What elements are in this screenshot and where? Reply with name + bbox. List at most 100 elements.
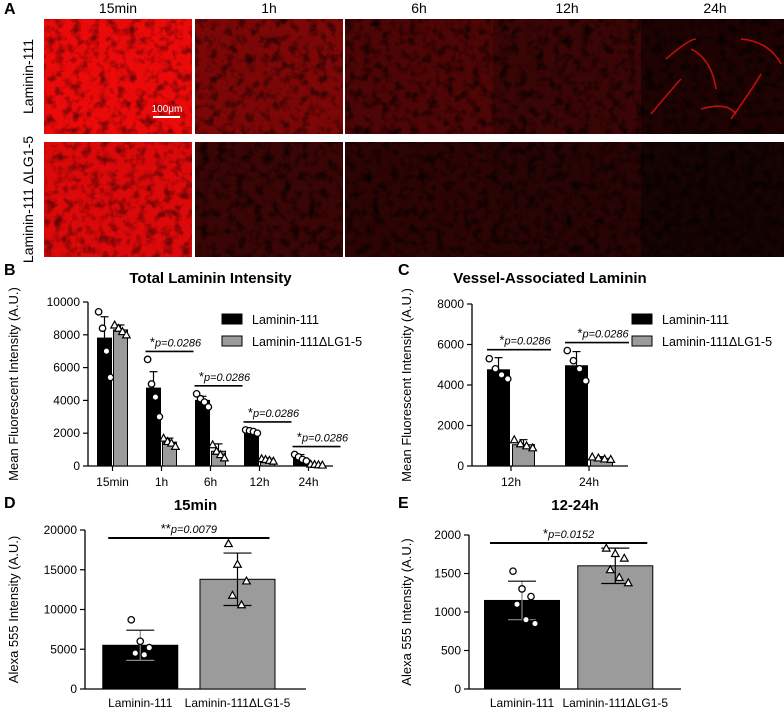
micrograph-texture bbox=[44, 142, 192, 257]
vessel-streak bbox=[665, 38, 697, 60]
micrograph-texture bbox=[195, 142, 343, 257]
data-point bbox=[253, 429, 262, 438]
data-point bbox=[147, 380, 156, 388]
panel-letter: E bbox=[398, 495, 409, 512]
x-tick-label: Laminin-111ΔLG1-5 bbox=[562, 696, 668, 710]
data-point bbox=[515, 438, 526, 448]
data-point bbox=[94, 307, 103, 316]
x-tick-label: Laminin-111 bbox=[108, 696, 173, 710]
x-tick-label: Laminin-111 bbox=[490, 696, 555, 710]
significance-label: **p=0.0079 bbox=[161, 521, 217, 536]
y-axis-title: Mean Fluorescent Intensity (A.U.) bbox=[6, 287, 21, 481]
data-point bbox=[527, 592, 535, 601]
data-point bbox=[614, 572, 625, 581]
data-point bbox=[575, 364, 584, 373]
data-point bbox=[581, 377, 590, 385]
legend-label: Laminin-111 bbox=[252, 313, 319, 327]
significance-label: *p=0.0286 bbox=[577, 326, 629, 341]
data-point bbox=[140, 650, 149, 659]
x-tick-label: 1h bbox=[155, 475, 168, 489]
data-point bbox=[223, 538, 234, 548]
vessel-streak bbox=[690, 48, 717, 90]
significance-label: *p=0.0286 bbox=[199, 369, 251, 384]
column-header: 12h bbox=[555, 0, 578, 16]
micrograph-texture bbox=[493, 142, 641, 257]
vessel-streak bbox=[700, 105, 737, 115]
data-point bbox=[113, 323, 124, 332]
micrograph-texture bbox=[641, 142, 784, 257]
data-point bbox=[204, 403, 213, 411]
chart-title: 12-24h bbox=[551, 497, 599, 514]
x-tick-label: 24h bbox=[298, 475, 318, 489]
column-header: 24h bbox=[703, 0, 726, 16]
y-tick-label: 2000 bbox=[437, 419, 464, 433]
panel-letter: C bbox=[398, 262, 410, 279]
x-tick-label: 6h bbox=[204, 475, 217, 489]
data-point bbox=[131, 649, 140, 658]
significance-label: *p=0.0286 bbox=[150, 334, 202, 349]
chart-b: B Total Laminin Intensity 0 2000 4000 6000 800… bbox=[4, 262, 362, 489]
y-axis-title: Alexa 555 Intensity (A.U.) bbox=[6, 536, 21, 683]
column-header: 1h bbox=[261, 0, 277, 16]
data-point bbox=[522, 615, 530, 624]
data-point bbox=[143, 355, 152, 364]
x-tick-label: 12h bbox=[501, 475, 521, 489]
data-point bbox=[136, 637, 145, 646]
data-point bbox=[518, 585, 526, 593]
data-point bbox=[623, 577, 634, 587]
column-header: 6h bbox=[411, 0, 427, 16]
data-point bbox=[619, 553, 630, 562]
legend-swatch bbox=[631, 313, 653, 325]
y-tick-label: 8000 bbox=[437, 297, 464, 311]
bar bbox=[577, 565, 654, 690]
data-point bbox=[593, 452, 604, 462]
data-point bbox=[109, 319, 120, 329]
row-header: Laminin-111 bbox=[20, 39, 36, 114]
data-point bbox=[509, 567, 517, 576]
data-point bbox=[117, 326, 128, 336]
data-point bbox=[497, 371, 506, 379]
data-point bbox=[521, 440, 532, 450]
chart-c: C Vessel-Associated Laminin 0 2000 4000 6000 8… bbox=[398, 262, 772, 489]
data-point bbox=[121, 329, 132, 339]
bar bbox=[487, 369, 510, 467]
data-point bbox=[158, 433, 169, 442]
data-point bbox=[215, 449, 226, 459]
legend-swatch bbox=[631, 335, 653, 347]
vessel-streak bbox=[730, 73, 762, 120]
data-point bbox=[605, 454, 616, 463]
data-point bbox=[211, 446, 222, 455]
y-tick-label: 0 bbox=[454, 682, 461, 696]
data-point bbox=[236, 599, 247, 609]
y-tick-label: 0 bbox=[70, 682, 77, 696]
bar bbox=[113, 329, 128, 467]
data-point bbox=[317, 459, 328, 469]
x-tick-label: Laminin-111ΔLG1-5 bbox=[185, 696, 291, 710]
data-point bbox=[587, 451, 598, 461]
data-point bbox=[503, 375, 512, 383]
y-tick-label: 0 bbox=[457, 459, 464, 473]
data-point bbox=[170, 441, 181, 450]
data-point bbox=[599, 453, 610, 463]
y-tick-label: 15000 bbox=[44, 563, 78, 577]
legend-swatch bbox=[221, 313, 243, 325]
vessel-streak bbox=[650, 78, 682, 115]
data-point bbox=[241, 575, 252, 585]
micrograph-texture bbox=[493, 19, 641, 134]
legend-label: Laminin-111ΔLG1-5 bbox=[252, 335, 362, 349]
x-tick-label: 12h bbox=[249, 475, 269, 489]
panel-letter: D bbox=[4, 495, 16, 512]
data-point bbox=[610, 548, 621, 558]
data-point bbox=[207, 439, 218, 449]
significance-label: *p=0.0286 bbox=[297, 430, 349, 445]
legend-label: Laminin-111 bbox=[662, 313, 729, 327]
data-point bbox=[145, 643, 154, 652]
y-tick-label: 10000 bbox=[47, 295, 81, 309]
column-header: 15min bbox=[99, 0, 137, 16]
data-point bbox=[485, 354, 494, 363]
chart-e: E 12-24h 0 500 1000 1500 2000 Alexa 555 Intensi… bbox=[398, 495, 681, 710]
chart-title: Total Laminin Intensity bbox=[129, 270, 292, 287]
micrograph-texture bbox=[345, 142, 493, 257]
data-point bbox=[127, 615, 136, 624]
